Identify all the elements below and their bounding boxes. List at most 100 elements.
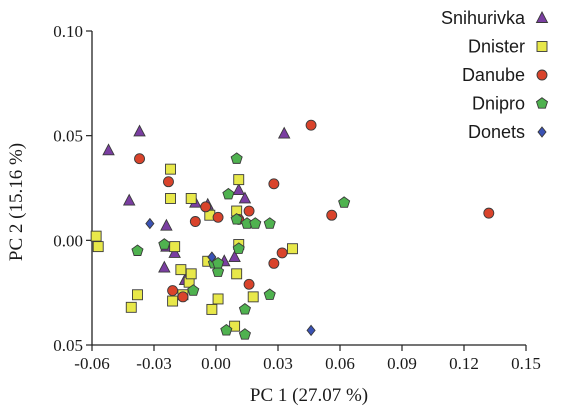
dnipro-point xyxy=(212,257,225,269)
dnipro-point xyxy=(230,152,243,164)
snihurivka-point xyxy=(168,245,181,258)
data-points xyxy=(90,119,495,340)
legend-label: Dnister xyxy=(468,37,525,57)
legend: Snihurivka Dnister Danube Dnipro Donets xyxy=(441,8,549,142)
dnister-point xyxy=(167,295,179,307)
dnister-point xyxy=(185,268,197,280)
danube-point xyxy=(134,153,145,165)
dnister-point xyxy=(165,193,176,204)
y-tick-label: 0.00 xyxy=(53,231,83,250)
dnister-point xyxy=(175,264,187,276)
x-tick-label: 0.12 xyxy=(449,354,479,373)
dnipro-point xyxy=(263,217,276,229)
snihurivka-point xyxy=(238,191,252,204)
dnister-point xyxy=(132,289,143,301)
dnister-point xyxy=(165,163,176,175)
legend-item-donets: Donets xyxy=(468,122,547,142)
y-axis-title: PC 2 (15.16 %) xyxy=(6,143,27,261)
legend-marker xyxy=(536,41,548,52)
snihurivka-point xyxy=(228,250,241,263)
snihurivka-point xyxy=(160,218,173,231)
dnipro-point xyxy=(238,303,251,315)
legend-label: Danube xyxy=(462,65,525,85)
dnister-point xyxy=(206,303,218,315)
dnister-point xyxy=(92,241,104,253)
danube-point xyxy=(305,119,317,131)
series-dnister xyxy=(90,163,298,332)
legend-marker xyxy=(536,69,548,81)
dnister-point xyxy=(90,230,102,242)
dnipro-point xyxy=(222,187,235,200)
dnipro-point xyxy=(238,328,251,340)
x-axis-ticks: -0.06 -0.03 0.00 0.03 0.06 0.09 0.12 0.15 xyxy=(74,345,541,373)
series-danube xyxy=(134,119,495,303)
dnister-point xyxy=(169,241,181,253)
legend-label: Snihurivka xyxy=(441,8,526,28)
snihurivka-point xyxy=(122,193,136,206)
dnipro-point xyxy=(158,238,171,250)
dnister-point xyxy=(287,243,298,255)
danube-point xyxy=(243,278,255,290)
snihurivka-point xyxy=(277,126,291,139)
danube-point xyxy=(243,205,255,217)
donets-point xyxy=(145,217,155,230)
x-tick-label: 0.03 xyxy=(263,354,293,373)
legend-label: Donets xyxy=(468,122,525,142)
danube-point xyxy=(276,247,288,259)
dnipro-point xyxy=(232,242,245,254)
snihurivka-point xyxy=(102,143,115,156)
dnipro-point xyxy=(212,265,225,277)
legend-item-dnister: Dnister xyxy=(468,37,548,57)
dnister-point xyxy=(233,174,245,186)
y-axis-ticks: 0.10 0.05 0.00 0.05 xyxy=(53,22,92,355)
danube-point xyxy=(212,211,224,223)
dnister-point xyxy=(231,268,243,280)
axes xyxy=(91,31,526,346)
legend-marker xyxy=(535,11,549,23)
danube-point xyxy=(189,216,201,227)
legend-marker xyxy=(537,126,547,138)
dnipro-point xyxy=(187,284,200,296)
x-tick-label: 0.00 xyxy=(201,354,231,373)
x-tick-label: 0.06 xyxy=(325,354,355,373)
dnipro-point xyxy=(220,323,233,336)
danube-point xyxy=(268,178,280,190)
snihurivka-point xyxy=(232,183,245,196)
dnister-point xyxy=(125,301,137,313)
dnister-point xyxy=(185,193,197,204)
legend-marker xyxy=(535,97,549,109)
donets-point xyxy=(306,324,316,337)
danube-point xyxy=(326,209,338,221)
danube-point xyxy=(163,176,174,188)
y-tick-label: 0.10 xyxy=(53,22,83,41)
dnipro-point xyxy=(230,213,243,225)
x-tick-label: 0.15 xyxy=(511,354,541,373)
legend-item-danube: Danube xyxy=(462,65,548,85)
danube-point xyxy=(483,207,495,219)
danube-point xyxy=(177,291,189,303)
danube-point xyxy=(167,285,179,297)
danube-point xyxy=(200,201,212,213)
y-tick-label: 0.05 xyxy=(53,336,83,355)
dnipro-point xyxy=(338,196,351,208)
y-tick-label: 0.05 xyxy=(53,127,83,146)
series-snihurivka xyxy=(102,124,291,286)
dnister-point xyxy=(212,293,224,305)
legend-item-dnipro: Dnipro xyxy=(472,94,549,114)
x-tick-label: -0.06 xyxy=(74,354,109,373)
legend-item-snihurivka: Snihurivka xyxy=(441,8,549,28)
dnipro-point xyxy=(131,244,144,256)
donets-point xyxy=(207,251,217,263)
legend-label: Dnipro xyxy=(472,94,525,114)
dnipro-point xyxy=(249,217,262,229)
x-tick-label: -0.03 xyxy=(136,354,171,373)
dnipro-point xyxy=(263,288,276,300)
danube-point xyxy=(268,257,280,269)
x-tick-label: 0.09 xyxy=(387,354,417,373)
dnister-point xyxy=(247,291,259,303)
series-donets xyxy=(145,217,316,337)
x-axis-title: PC 1 (27.07 %) xyxy=(250,385,368,406)
snihurivka-point xyxy=(158,260,171,273)
series-dnipro xyxy=(131,152,351,340)
